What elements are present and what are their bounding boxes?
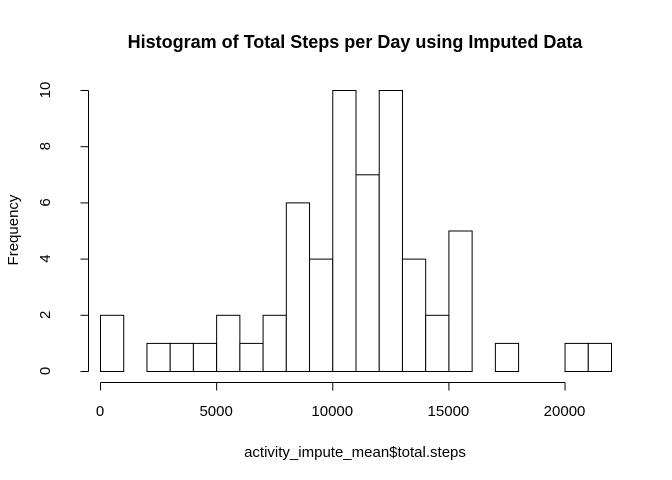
y-tick-label: 6 xyxy=(37,198,54,206)
histogram-bar xyxy=(355,174,380,372)
x-tick-label: 10000 xyxy=(311,403,353,420)
bars-group xyxy=(100,90,612,373)
histogram-bar xyxy=(146,342,171,372)
y-tick-label: 0 xyxy=(37,367,54,375)
histogram-bar xyxy=(216,314,241,372)
histogram-bar xyxy=(309,258,334,373)
histogram-bar xyxy=(262,314,287,372)
histogram-bar xyxy=(448,230,473,372)
histogram-bar xyxy=(425,314,450,372)
y-tick-label: 2 xyxy=(37,311,54,319)
x-axis-label: activity_impute_mean$total.steps xyxy=(244,444,466,461)
histogram-bar xyxy=(564,342,589,372)
x-axis: 0 5000 10000 15000 20000 xyxy=(96,382,586,420)
histogram-bar xyxy=(587,342,612,372)
histogram-bar xyxy=(285,202,311,372)
histogram-bar xyxy=(169,342,194,372)
x-tick-label: 0 xyxy=(96,403,104,420)
x-tick-label: 20000 xyxy=(544,403,586,420)
histogram-bar xyxy=(401,258,427,373)
y-axis: 0 2 4 6 8 10 xyxy=(37,82,89,375)
histogram-bar xyxy=(239,342,264,372)
y-tick-label: 4 xyxy=(37,254,54,262)
x-tick-label: 15000 xyxy=(428,403,470,420)
histogram-bar xyxy=(100,314,125,372)
histogram-bar xyxy=(332,90,357,372)
histogram-bar xyxy=(192,342,218,372)
x-tick-label: 5000 xyxy=(199,403,232,420)
histogram-bar xyxy=(378,90,403,372)
y-tick-label: 8 xyxy=(37,142,54,150)
y-axis-label: Frequency xyxy=(5,194,22,265)
histogram-bar xyxy=(494,342,520,372)
y-tick-label: 10 xyxy=(37,82,54,99)
chart-title: Histogram of Total Steps per Day using I… xyxy=(128,32,584,52)
